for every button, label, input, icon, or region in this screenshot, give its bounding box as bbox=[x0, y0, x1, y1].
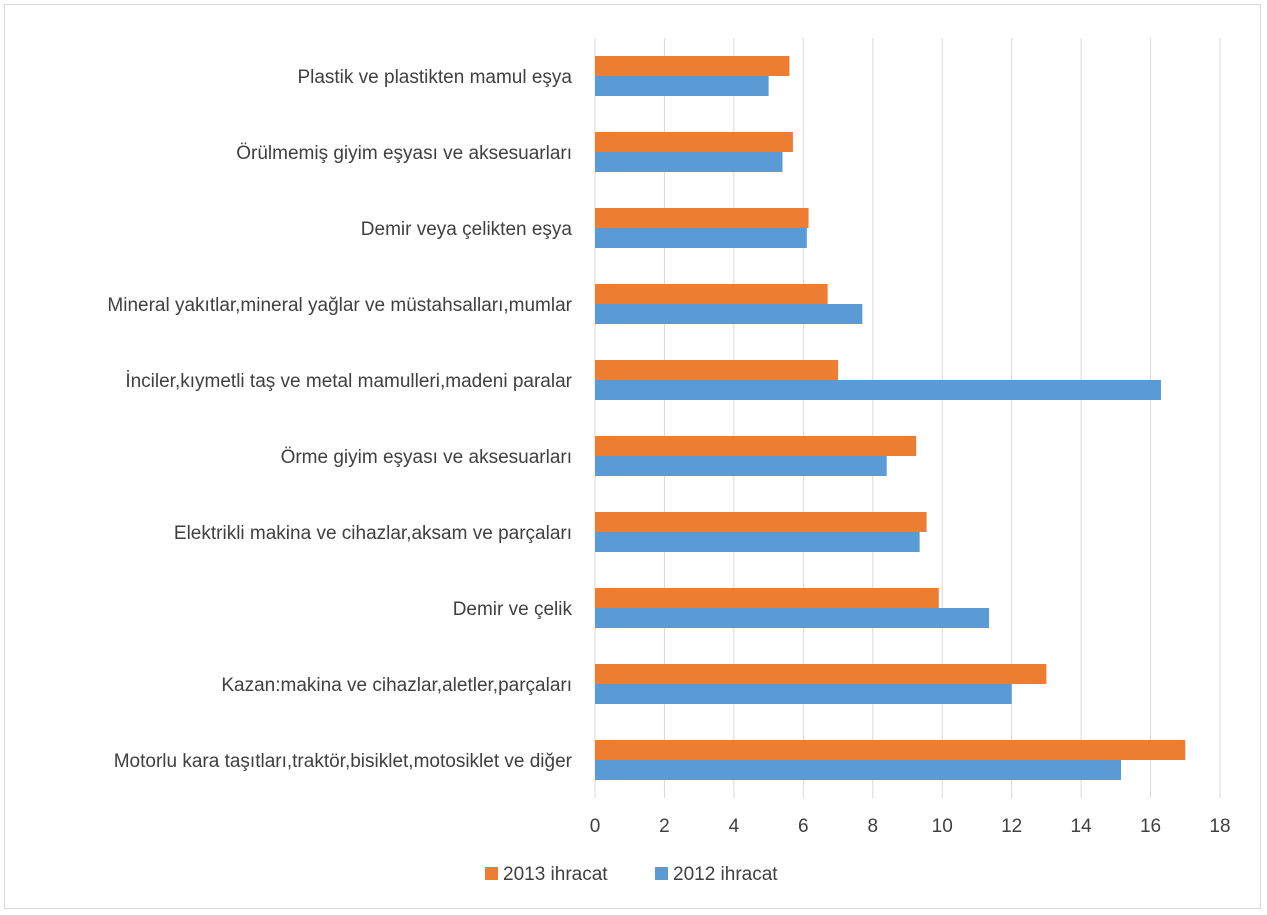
category-label: Kazan:makina ve cihazlar,aletler,parçala… bbox=[221, 675, 572, 696]
bar-2012 bbox=[595, 152, 783, 172]
bar-2013 bbox=[595, 132, 793, 152]
x-tick-label: 6 bbox=[798, 816, 809, 837]
bar-2013 bbox=[595, 664, 1047, 684]
bar-2012 bbox=[595, 228, 807, 248]
x-tick-label: 14 bbox=[1071, 816, 1093, 837]
bar-2013 bbox=[595, 360, 839, 380]
bar-2012 bbox=[595, 456, 887, 476]
category-label: Elektrikli makina ve cihazlar,aksam ve p… bbox=[174, 523, 572, 544]
category-label: Plastik ve plastikten mamul eşya bbox=[297, 67, 572, 88]
bar-2013 bbox=[595, 208, 809, 228]
x-tick-label: 4 bbox=[729, 816, 740, 837]
category-label: Demir ve çelik bbox=[453, 599, 573, 620]
x-tick-label: 10 bbox=[932, 816, 953, 837]
category-label: Demir veya çelikten eşya bbox=[361, 219, 573, 240]
category-label: Motorlu kara taşıtları,traktör,bisiklet,… bbox=[114, 751, 573, 772]
bar-2012 bbox=[595, 76, 769, 96]
category-label: Örülmemiş giyim eşyası ve aksesuarları bbox=[236, 143, 572, 164]
bar-2013 bbox=[595, 740, 1186, 760]
category-label: Örme giyim eşyası ve aksesuarları bbox=[281, 447, 572, 468]
legend-swatch bbox=[485, 867, 498, 880]
bar-2012 bbox=[595, 380, 1161, 400]
legend-label: 2013 ihracat bbox=[503, 864, 608, 885]
bar-2013 bbox=[595, 588, 939, 608]
bar-2013 bbox=[595, 512, 927, 532]
category-label: Mineral yakıtlar,mineral yağlar ve müsta… bbox=[107, 295, 572, 316]
x-tick-label: 12 bbox=[1001, 816, 1022, 837]
bar-2013 bbox=[595, 284, 828, 304]
x-tick-label: 2 bbox=[659, 816, 670, 837]
legend-swatch bbox=[655, 867, 668, 880]
x-tick-label: 8 bbox=[867, 816, 878, 837]
legend-label: 2012 ihracat bbox=[673, 864, 778, 885]
x-tick-label: 16 bbox=[1140, 816, 1161, 837]
legend: 2013 ihracat 2012 ihracat bbox=[485, 864, 778, 885]
bar-2012 bbox=[595, 608, 990, 628]
category-labels: Motorlu kara taşıtları,traktör,bisiklet,… bbox=[107, 67, 572, 772]
x-tick-label: 18 bbox=[1209, 816, 1230, 837]
bars bbox=[595, 56, 1186, 780]
bar-2013 bbox=[595, 436, 917, 456]
x-tick-label: 0 bbox=[590, 816, 601, 837]
bar-2012 bbox=[595, 304, 863, 324]
bar-2012 bbox=[595, 684, 1012, 704]
bar-2013 bbox=[595, 56, 790, 76]
bar-2012 bbox=[595, 760, 1122, 780]
bar-2012 bbox=[595, 532, 920, 552]
category-label: İnciler,kıymetli taş ve metal mamulleri,… bbox=[125, 371, 572, 392]
x-tick-labels: 0 2 4 6 8 10 12 14 16 18 bbox=[590, 816, 1231, 837]
